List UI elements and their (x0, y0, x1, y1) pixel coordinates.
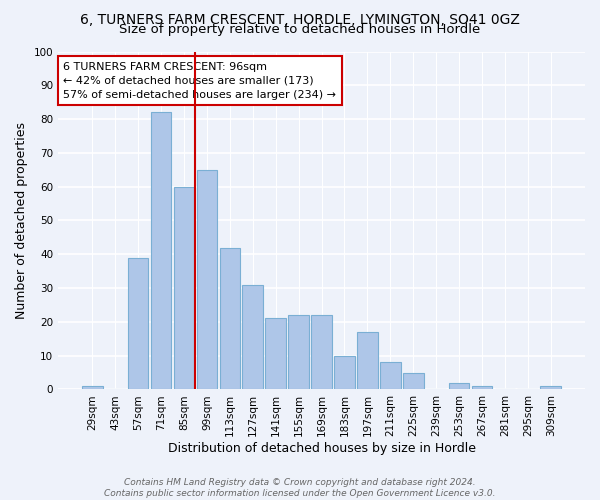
Bar (220, 248, 240, 390)
Bar (173, 186, 194, 390)
Bar (380, 362, 401, 390)
Text: Contains HM Land Registry data © Crown copyright and database right 2024.
Contai: Contains HM Land Registry data © Crown c… (104, 478, 496, 498)
Y-axis label: Number of detached properties: Number of detached properties (15, 122, 28, 319)
X-axis label: Distribution of detached houses by size in Hordle: Distribution of detached houses by size … (167, 442, 476, 455)
Bar (472, 386, 492, 390)
Bar (449, 382, 469, 390)
Bar (357, 332, 377, 390)
Bar (334, 356, 355, 390)
Text: 6 TURNERS FARM CRESCENT: 96sqm
← 42% of detached houses are smaller (173)
57% of: 6 TURNERS FARM CRESCENT: 96sqm ← 42% of … (64, 62, 337, 100)
Bar (242, 284, 263, 390)
Text: Size of property relative to detached houses in Hordle: Size of property relative to detached ho… (119, 22, 481, 36)
Bar (311, 315, 332, 390)
Bar (128, 258, 148, 390)
Bar (265, 318, 286, 390)
Bar (403, 372, 424, 390)
Bar (82, 386, 103, 390)
Bar (288, 315, 309, 390)
Bar (151, 112, 172, 390)
Bar (197, 170, 217, 390)
Bar (541, 386, 561, 390)
Text: 6, TURNERS FARM CRESCENT, HORDLE, LYMINGTON, SO41 0GZ: 6, TURNERS FARM CRESCENT, HORDLE, LYMING… (80, 12, 520, 26)
